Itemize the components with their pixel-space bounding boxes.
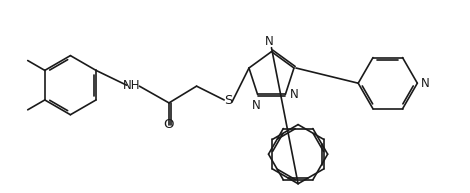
Text: O: O [164,118,174,130]
Text: N: N [252,99,261,112]
Text: N: N [421,77,430,90]
Text: S: S [224,94,232,108]
Text: N: N [290,88,299,101]
Text: N: N [265,35,274,48]
Text: NH: NH [123,79,140,92]
